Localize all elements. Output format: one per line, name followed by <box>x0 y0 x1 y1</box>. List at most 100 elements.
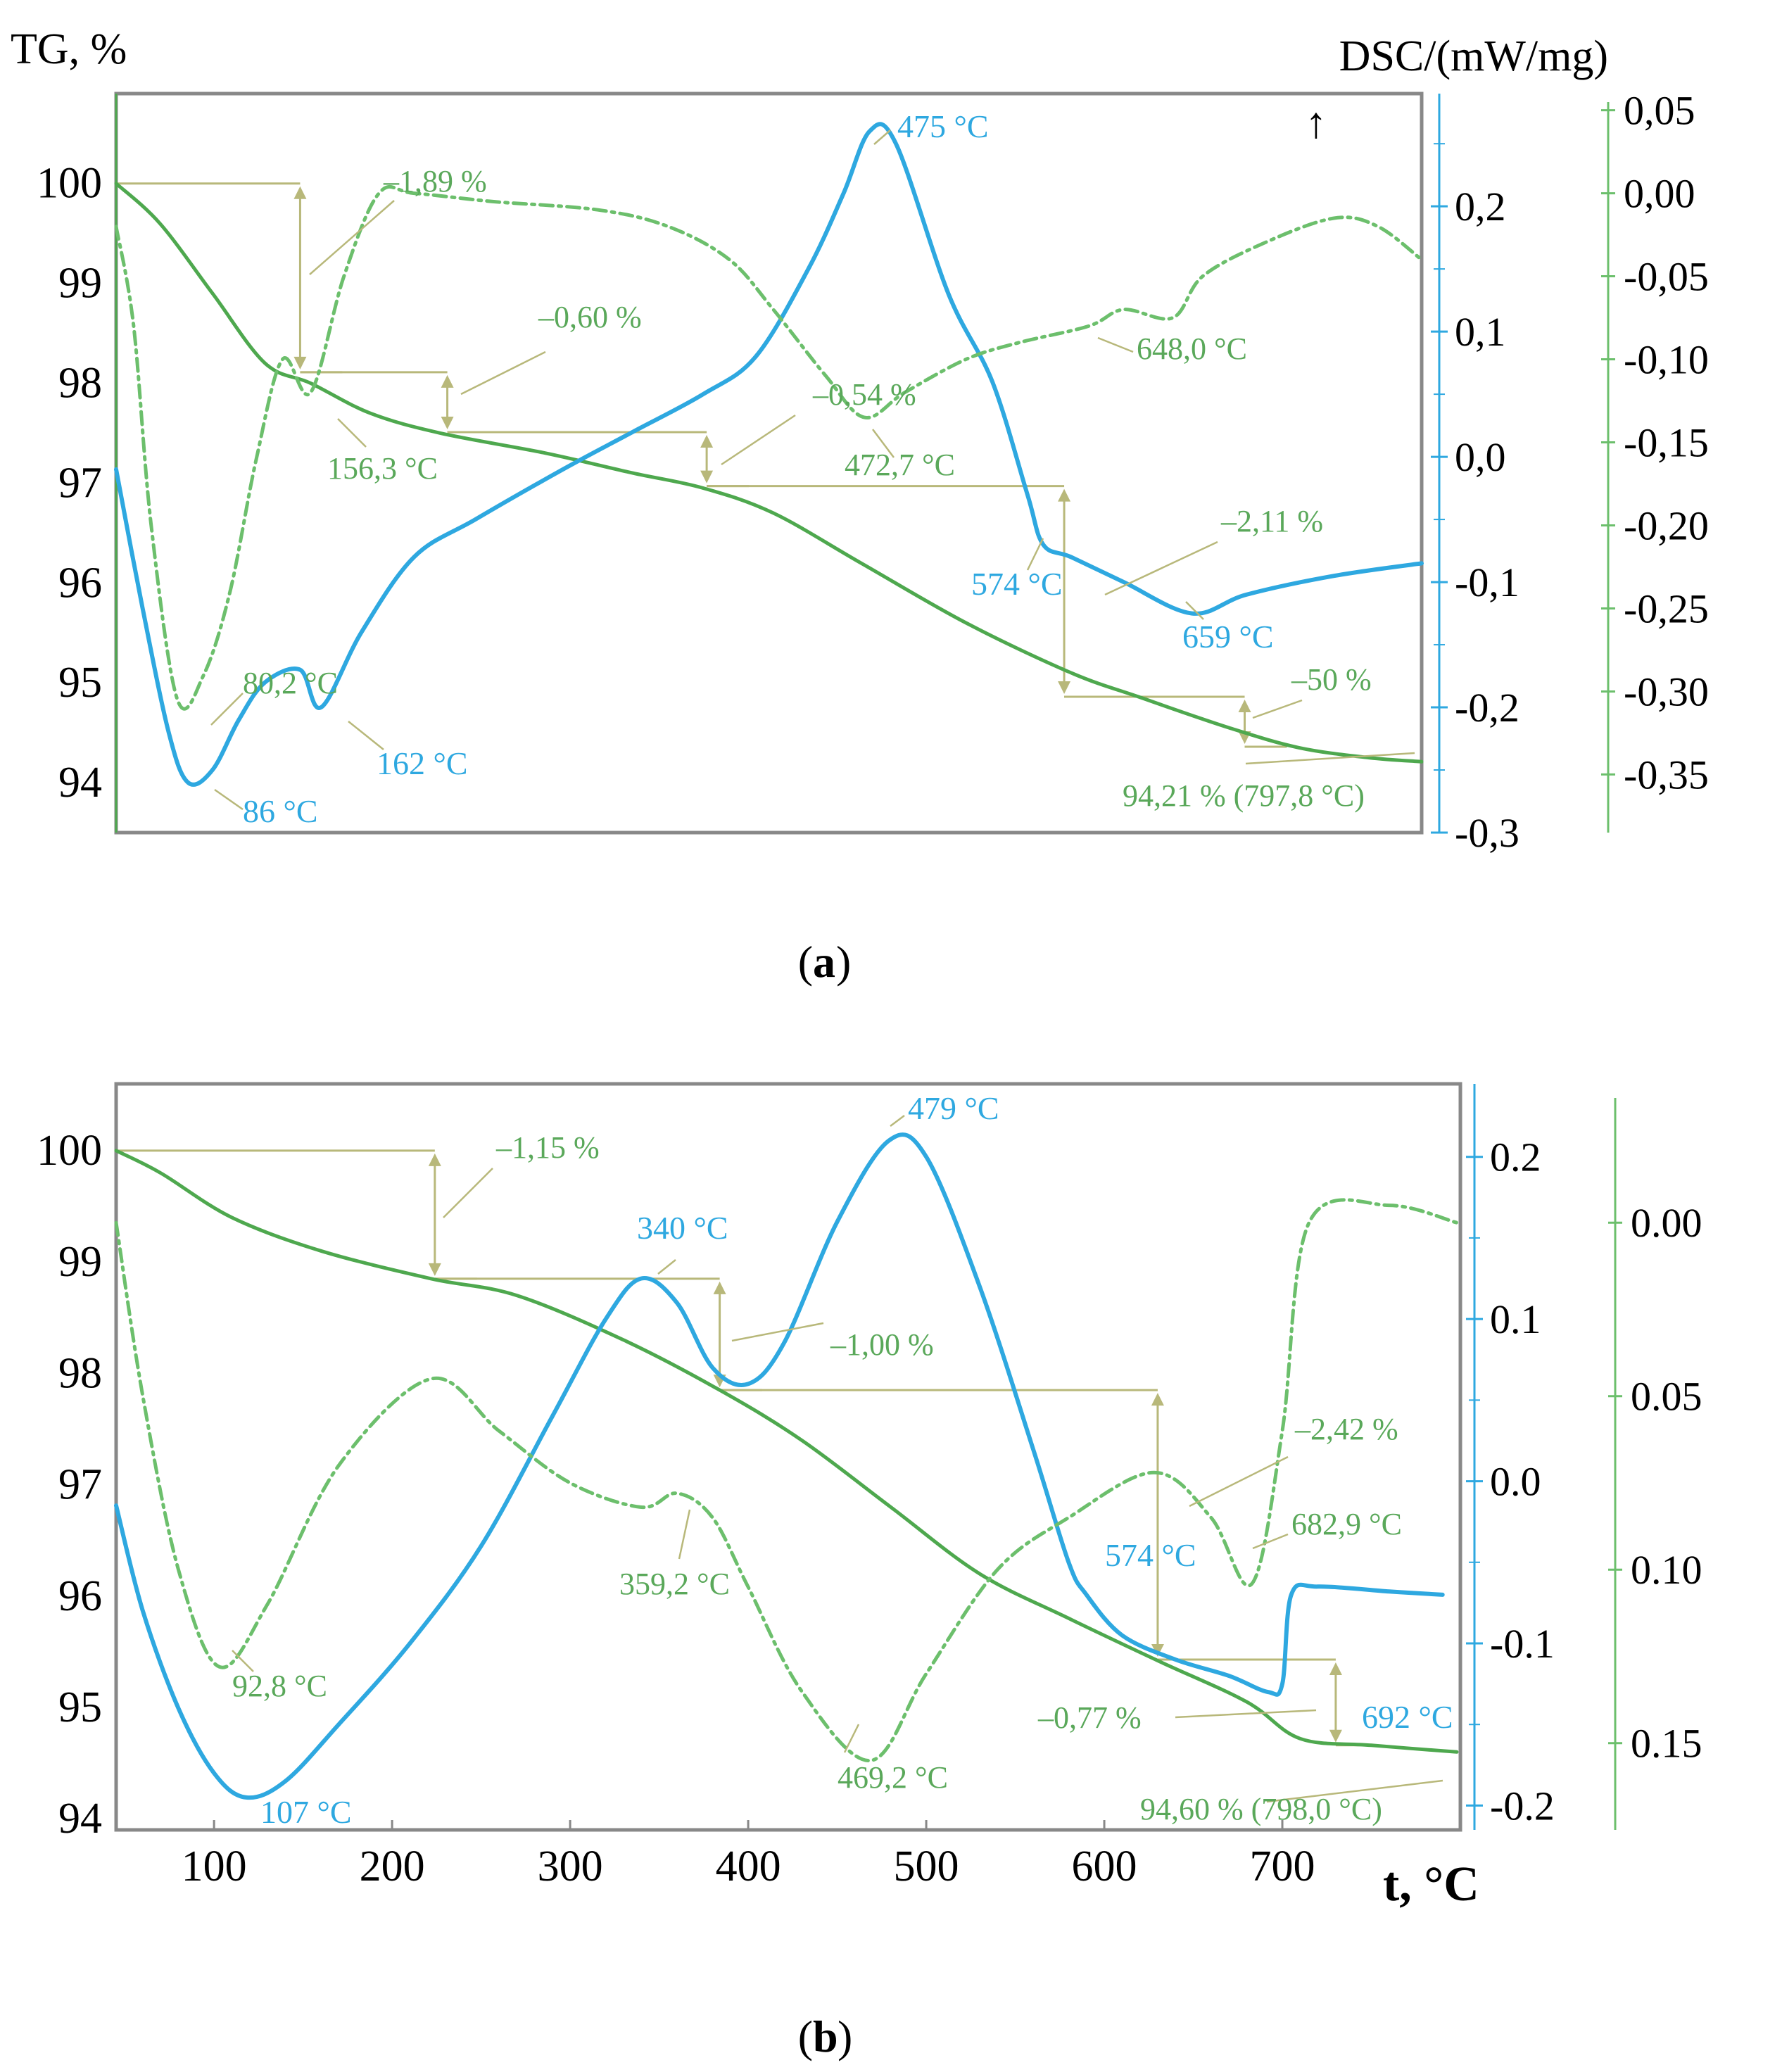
dtg-peak-label: 92,8 °C <box>232 1669 327 1703</box>
panel-label-a-open: ( <box>798 937 813 987</box>
tg-curve <box>114 1149 1459 1754</box>
tg-tick-label: 97 <box>58 459 102 507</box>
x-tick-label: 500 <box>894 1843 959 1890</box>
dsc-tick-label: 0.1 <box>1490 1296 1541 1342</box>
tg-tick-label: 97 <box>58 1461 102 1509</box>
step-label: –2,11 % <box>1220 504 1323 538</box>
dtg-peak-label: 469,2 °C <box>838 1760 948 1795</box>
dsc-peak-label: 574 °C <box>971 566 1063 602</box>
tg-tick-label: 98 <box>58 359 102 407</box>
dtg-tick-label: -0,10 <box>1624 337 1709 383</box>
dtg-tick-label: -0,15 <box>1624 420 1709 466</box>
dsc-peak-label: 475 °C <box>897 108 989 144</box>
dtg-peak-label: 359,2 °C <box>619 1567 730 1601</box>
mass-loss-steps-a <box>116 182 1287 748</box>
curves-b <box>114 1132 1459 1800</box>
dsc-tick-label: -0.2 <box>1490 1783 1555 1828</box>
step-arrow-up <box>441 374 454 388</box>
dsc-curve <box>114 122 1424 787</box>
dsc-peak-label: 107 °C <box>260 1794 352 1830</box>
step-label: –50 % <box>1291 662 1372 697</box>
tg-tick-label: 94 <box>58 1795 102 1843</box>
dtg-tick-label: 0.15 <box>1631 1721 1702 1767</box>
tg-tick-label: 96 <box>58 559 102 607</box>
panel-label-b-open: ( <box>798 2011 813 2061</box>
tg-axis-title: TG, % <box>11 25 127 73</box>
x-tick-label: 700 <box>1250 1843 1315 1890</box>
step-arrow-up <box>1329 1662 1342 1675</box>
x-axis-title: t, °C <box>1383 1857 1479 1912</box>
tg-ticks-a: 100 99 98 97 96 95 94 <box>37 160 102 807</box>
panel-label-a: a <box>813 937 835 987</box>
step-arrow-down <box>1329 1729 1342 1743</box>
tg-tick-label: 96 <box>58 1572 102 1620</box>
dtg-tick-label: 0.00 <box>1631 1200 1702 1246</box>
mass-loss-steps-b <box>116 1149 1378 1747</box>
annotation-leaders-b <box>232 1115 1443 1803</box>
panel-label-b-close: ) <box>838 2011 852 2061</box>
x-tick-label: 400 <box>716 1843 781 1890</box>
x-tick-label: 600 <box>1072 1843 1137 1890</box>
dtg-peak-label: 80,2 °C <box>243 666 338 700</box>
dsc-tick-label: 0,2 <box>1455 184 1506 229</box>
dtg-tick-label: 0,00 <box>1624 171 1695 217</box>
step-label: –0,77 % <box>1037 1700 1142 1735</box>
dsc-peak-label: 574 °C <box>1105 1537 1196 1573</box>
dtg-tick-label: 0.10 <box>1631 1547 1702 1593</box>
final-mass-label: 94,60 % (798,0 °C) <box>1140 1792 1382 1826</box>
tg-tick-label: 100 <box>37 1127 102 1175</box>
step-arrow-up <box>293 186 307 199</box>
step-arrow-up <box>1238 700 1251 713</box>
dtg-curve <box>114 1198 1459 1762</box>
tg-tick-label: 94 <box>58 759 102 807</box>
step-label: –0,60 % <box>538 300 642 334</box>
dsc-tick-label: 0,0 <box>1455 434 1506 480</box>
plot-frame-b <box>114 1082 1462 1832</box>
dsc-tick-label: 0.0 <box>1490 1459 1541 1505</box>
dtg-tick-label: -0,20 <box>1624 503 1709 548</box>
panel-label-a-close: ) <box>836 937 851 987</box>
panel-label-b: b <box>813 2011 838 2061</box>
dtg-peak-label: 682,9 °C <box>1291 1507 1402 1541</box>
dsc-peak-label: 340 °C <box>637 1210 728 1246</box>
dtg-tick-label: -0,30 <box>1624 669 1709 714</box>
step-arrow-down <box>293 356 307 369</box>
dsc-peak-label: 659 °C <box>1182 619 1274 655</box>
tg-ticks-b: 100 99 98 97 96 95 94 <box>37 1127 102 1843</box>
step-arrow-up <box>1058 488 1071 502</box>
dsc-tick-label: 0,1 <box>1455 309 1506 355</box>
dsc-tick-label: -0.1 <box>1490 1621 1555 1667</box>
tg-tick-label: 95 <box>58 1684 102 1731</box>
tg-tick-label: 99 <box>58 1238 102 1286</box>
curves-a <box>114 122 1424 787</box>
tg-tick-label: 100 <box>37 160 102 208</box>
step-arrow-up <box>700 435 714 448</box>
step-arrow-down <box>1058 681 1071 695</box>
dtg-tick-label: -0,25 <box>1624 586 1709 631</box>
step-label: –1,15 % <box>495 1130 600 1165</box>
tg-tick-label: 95 <box>58 659 102 707</box>
dsc-peak-label: 692 °C <box>1362 1699 1453 1735</box>
tg-curve <box>114 182 1424 764</box>
annotation-leaders-a <box>210 130 1415 811</box>
x-tick-label: 300 <box>538 1843 603 1890</box>
final-mass-label: 94,21 % (797,8 °C) <box>1123 778 1365 813</box>
dsc-ticks-a: 0,2 0,1 0,0 -0,1 -0,2 -0,3 <box>1431 143 1519 856</box>
dtg-peak-label: 156,3 °C <box>327 451 438 486</box>
dsc-peak-label: 162 °C <box>377 745 468 781</box>
step-arrow-down <box>441 417 454 430</box>
dtg-peak-label: 648,0 °C <box>1137 331 1247 366</box>
dtg-ticks-a: 0,05 0,00 -0,05 -0,10 -0,15 -0,20 -0,25 -0,30 -0… <box>1601 88 1709 797</box>
dsc-tick-label: -0,1 <box>1455 560 1519 605</box>
step-label: –0,54 % <box>812 377 916 412</box>
dtg-tick-label: 0.05 <box>1631 1374 1702 1420</box>
step-arrow-up <box>428 1153 441 1166</box>
dsc-ticks-b: 0.2 0.1 0.0 -0.1 -0.2 <box>1466 1135 1555 1828</box>
dtg-ticks-b: 0.00 0.05 0.10 0.15 <box>1608 1200 1702 1767</box>
dtg-tick-label: -0,35 <box>1624 752 1709 797</box>
x-ticks-b: 100 200 300 400 500 600 700 <box>182 1820 1315 1890</box>
dtg-tick-label: -0,05 <box>1624 254 1709 300</box>
